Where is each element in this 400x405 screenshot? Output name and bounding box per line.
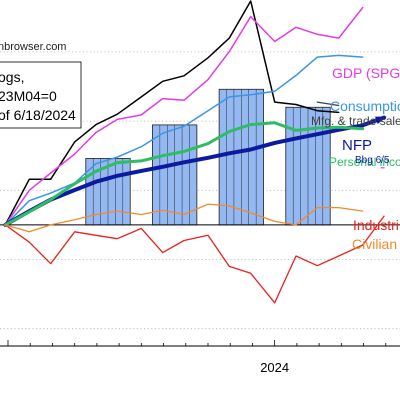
annotation-0: Bbg 6/5 <box>355 155 390 166</box>
series-label-gdp-spg: GDP (SPG <box>332 65 400 81</box>
x-tick-label-0: 2024 <box>260 360 289 375</box>
series-line-personal-inco <box>3 121 365 227</box>
series-line-civilian <box>4 203 364 233</box>
series-label-civilian: Civilian <box>352 236 397 252</box>
series-line-gdp-spg <box>4 6 364 226</box>
series-line-mfg-trade-sale <box>316 101 340 107</box>
series-label-consumption: Consumption <box>330 98 400 114</box>
note-box <box>0 61 82 129</box>
source-text: nbrowser.com <box>0 41 66 53</box>
note-line-3: of 6/18/2024 <box>0 107 76 123</box>
series-label-mfg-trade-sale: Mfg. & trade sale <box>311 114 400 128</box>
series-label-industri: Industri <box>353 217 399 233</box>
series-line-series-0 <box>4 0 340 226</box>
series-label-personal-inco: Personal inco <box>329 155 400 169</box>
series-line-nfp <box>3 115 386 227</box>
series-line-industri <box>4 215 385 304</box>
series-line-consumption <box>4 54 364 226</box>
nfp-arrowhead <box>375 116 387 125</box>
note-line-2: 23M04=0 <box>0 88 57 104</box>
series-label-nfp: NFP <box>342 137 372 154</box>
note-line-1: ogs, <box>0 69 24 85</box>
